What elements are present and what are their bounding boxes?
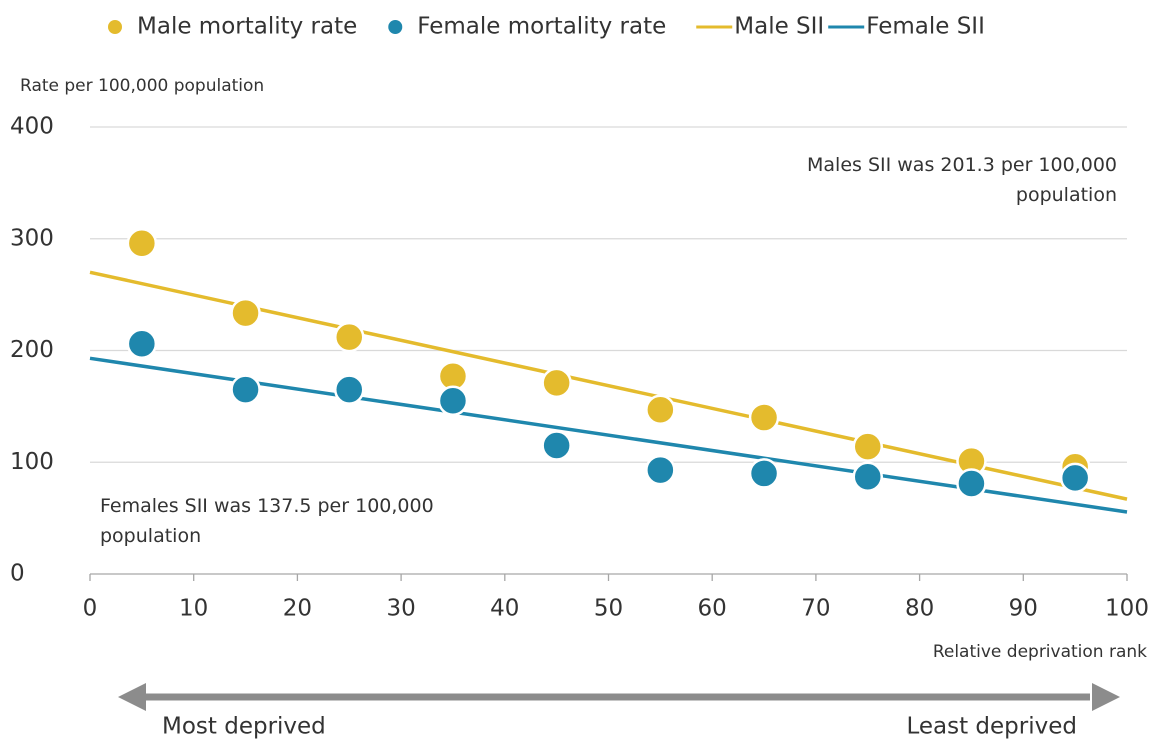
x-tick-label: 100: [1105, 596, 1149, 622]
point: [437, 385, 469, 417]
arrow-head-left: [118, 683, 146, 711]
point: [748, 458, 780, 489]
point: [334, 321, 365, 353]
point: [956, 468, 987, 499]
point: [126, 328, 158, 360]
point: [645, 394, 676, 425]
y-tick-label: 400: [10, 114, 54, 140]
legend-marker: [108, 20, 122, 34]
point: [541, 430, 572, 461]
x-tick-label: 40: [490, 596, 519, 622]
annotation: Females SII was 137.5 per 100,000 popula…: [100, 495, 434, 547]
point: [334, 374, 365, 405]
y-tick-label: 0: [10, 561, 25, 587]
legend-label: Female mortality rate: [417, 14, 666, 40]
y-tick-label: 200: [10, 337, 54, 363]
x-tick-label: 0: [83, 596, 98, 622]
x-tick-label: 90: [1009, 596, 1038, 622]
point: [230, 374, 261, 405]
annotation: Males SII was 201.3 per 100,000 populati…: [807, 154, 1117, 206]
point: [852, 431, 883, 462]
x-tick-label: 10: [179, 596, 208, 622]
point: [1059, 462, 1091, 494]
legend-label: Male mortality rate: [137, 14, 357, 40]
point: [852, 461, 883, 493]
arrow-label: Least deprived: [906, 714, 1077, 740]
legend-marker: [388, 20, 403, 34]
sii-line: [89, 270, 1128, 501]
point: [645, 454, 676, 486]
x-tick-label: 80: [905, 596, 934, 622]
point: [748, 402, 780, 433]
x-tick-label: 30: [386, 596, 415, 622]
x-tick-label: 20: [283, 596, 312, 622]
legend-label: Female SII: [866, 14, 985, 40]
point: [541, 367, 572, 399]
sii-line: [89, 356, 1128, 514]
y-tick-label: 100: [10, 449, 54, 475]
arrow-label: Most deprived: [162, 714, 326, 740]
y-axis-label: Rate per 100,000 population: [20, 76, 264, 96]
x-axis-label: Relative deprivation rank: [933, 642, 1147, 662]
x-tick-label: 60: [698, 596, 727, 622]
y-tick-label: 300: [10, 225, 54, 251]
point: [230, 297, 261, 329]
x-tick-label: 50: [594, 596, 623, 622]
arrow-head-right: [1092, 683, 1120, 711]
legend-label: Male SII: [734, 14, 824, 40]
x-tick-label: 70: [801, 596, 830, 622]
point: [126, 227, 158, 259]
